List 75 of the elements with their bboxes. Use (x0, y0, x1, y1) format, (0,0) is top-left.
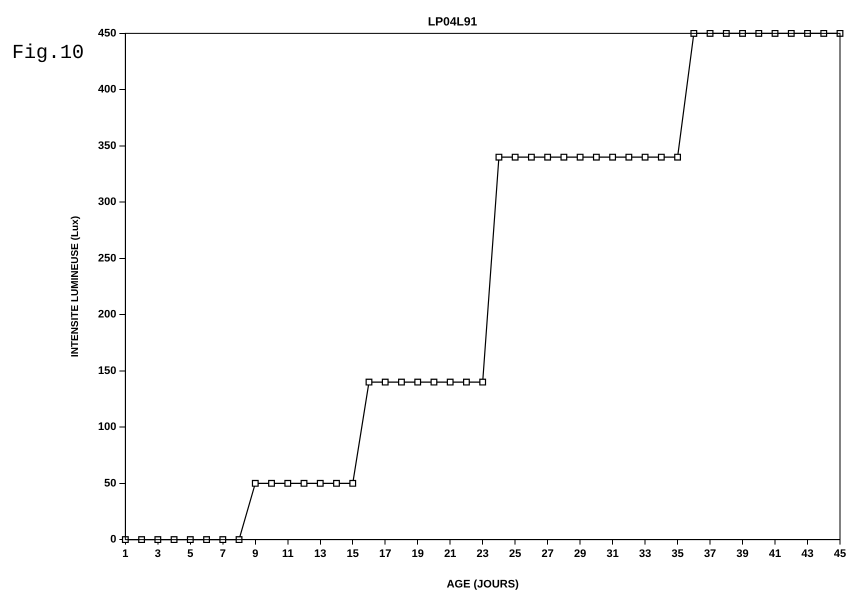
point (625, 154, 632, 161)
x-tick-label: 35 (671, 548, 684, 560)
x-tick-label: 3 (154, 548, 161, 560)
x-tick-label: 19 (412, 548, 424, 560)
point (576, 154, 584, 161)
x-tick-label: 1 (122, 548, 128, 560)
x-tick-label: 15 (346, 548, 359, 560)
x-tick-label: 17 (379, 548, 392, 560)
point (495, 154, 502, 161)
x-tick-label: 39 (736, 548, 749, 560)
point (446, 378, 454, 386)
point (528, 154, 535, 161)
y-tick-label: 100 (98, 421, 116, 434)
y-tick-label: 150 (98, 364, 116, 377)
point (690, 30, 698, 37)
point (544, 154, 552, 161)
point (284, 480, 292, 487)
x-tick-label: 13 (314, 548, 326, 560)
point (203, 536, 210, 544)
x-tick-label: 43 (801, 548, 814, 560)
point (333, 480, 340, 487)
x-tick-label: 5 (187, 548, 194, 560)
y-tick-label: 300 (98, 196, 116, 208)
point (674, 154, 682, 161)
point (236, 536, 242, 544)
point (479, 378, 486, 386)
point (154, 536, 162, 544)
point (398, 378, 405, 386)
point (836, 30, 844, 37)
caption: Fig.10 (12, 42, 84, 65)
point (560, 154, 568, 161)
x-tick-label: 33 (638, 548, 652, 560)
y-axis-title: INTENSITE LUMINEUSE (Lux) (70, 216, 81, 358)
point (252, 480, 259, 487)
x-tick-label: 27 (542, 548, 554, 560)
y-tick-label: 0 (110, 534, 116, 546)
x-tick-label: 9 (252, 548, 258, 560)
point (414, 378, 422, 386)
y-tick-label: 200 (98, 308, 116, 321)
point (300, 480, 308, 487)
point (609, 154, 616, 161)
point (170, 536, 178, 544)
x-tick-label: 37 (704, 548, 716, 560)
point (658, 154, 665, 161)
point (316, 480, 324, 487)
point (739, 30, 746, 37)
point (366, 378, 372, 386)
x-tick-label: 11 (282, 548, 294, 560)
point (804, 30, 811, 37)
y-tick-label: 250 (98, 252, 116, 264)
point (463, 378, 470, 386)
x-tick-label: 41 (768, 548, 782, 560)
chart-title: LP04L91 (428, 14, 478, 29)
point (642, 154, 649, 161)
point (138, 536, 146, 544)
x-tick-label: 31 (606, 548, 619, 560)
x-tick-label: 25 (509, 548, 522, 560)
x-tick-label: 23 (476, 548, 489, 560)
point (430, 378, 438, 386)
x-tick-label: 21 (444, 548, 456, 560)
point (512, 154, 519, 161)
point (592, 154, 600, 161)
point (349, 480, 356, 487)
y-tick-label: 400 (98, 84, 116, 96)
x-tick-label: 7 (220, 548, 226, 560)
x-tick-label: 45 (834, 548, 846, 560)
y-tick-label: 450 (98, 27, 116, 40)
point (772, 30, 778, 37)
y-tick-label: 50 (104, 477, 116, 490)
point (706, 30, 714, 37)
x-tick-label: 29 (574, 548, 586, 560)
y-tick-label: 350 (98, 140, 116, 152)
x-axis-title: AGE (JOURS) (446, 578, 520, 590)
point (382, 378, 389, 386)
point (268, 480, 275, 487)
